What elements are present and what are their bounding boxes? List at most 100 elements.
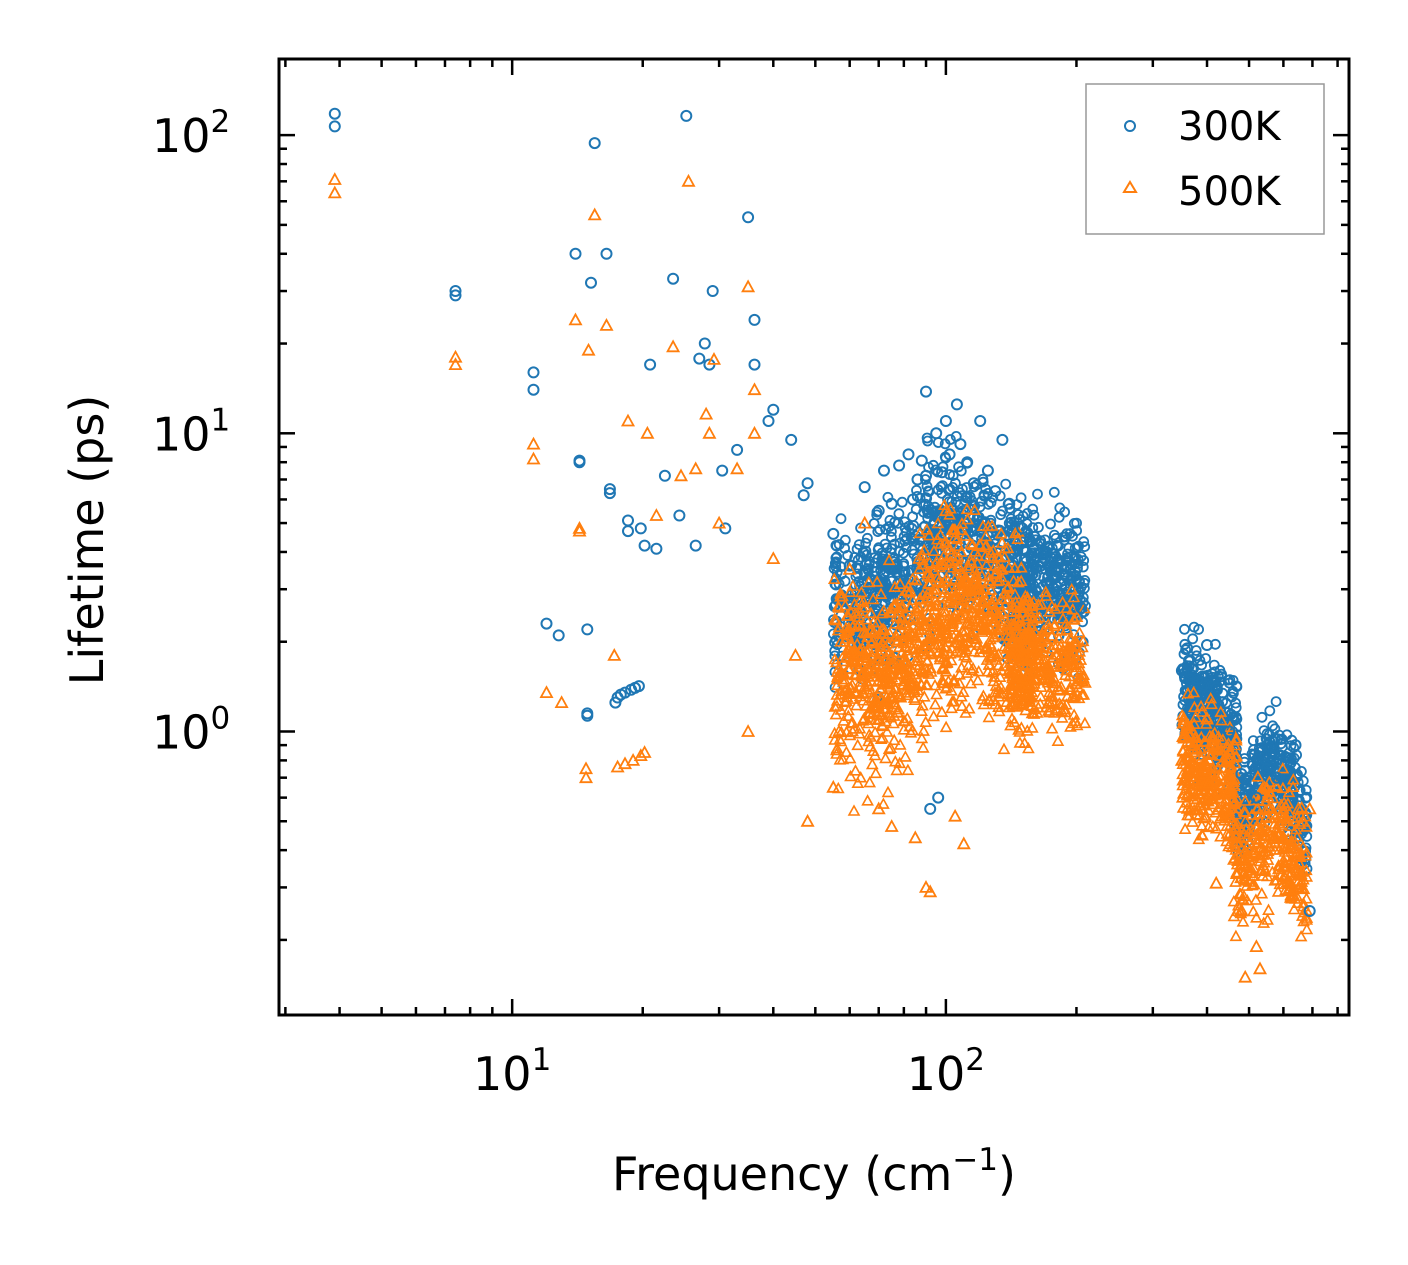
data-point [1002,663,1017,676]
data-point [801,477,814,490]
data-point [920,385,932,398]
x-axis-label-superscript: −1 [952,1142,998,1178]
data-point [1283,754,1296,767]
x-tick-label: 101 [473,1042,551,1101]
axis-tick-labels: 101 102 100 101 102 [152,104,985,1101]
data-point [640,425,655,439]
data-point [920,469,932,482]
data-point [893,459,906,472]
legend-box [1085,83,1325,235]
data-point [603,483,616,496]
data-point [526,451,541,465]
data-point [588,137,601,150]
data-point [884,819,899,832]
data-point [1015,648,1030,661]
data-point [572,521,587,534]
axis-ticks [279,59,1349,1015]
data-point [1249,939,1264,952]
series-500K [327,172,1317,983]
data-point [924,802,937,815]
data-point [748,313,761,326]
data-point [633,748,648,761]
data-point [766,551,781,564]
data-point [681,173,696,187]
data-point [581,342,596,356]
data-point [871,801,886,815]
data-point [1303,905,1316,917]
data-point [569,247,582,260]
data-point [328,107,341,120]
data-point [967,477,980,490]
data-point [1222,827,1237,841]
data-point [619,686,631,699]
data-point [762,415,775,427]
data-point [666,339,681,353]
data-point [680,109,693,122]
data-point [539,685,554,698]
y-tick-label: 101 [152,402,230,461]
data-point [632,680,645,693]
data-point [1028,530,1041,543]
data-point [622,525,634,538]
data-point [1235,768,1248,780]
legend-marker-300k [1124,120,1136,132]
data-point [667,272,680,285]
data-point [1201,639,1213,651]
data-point [948,808,963,822]
data-point [1271,771,1283,784]
data-point [585,276,597,289]
data-point [581,623,594,636]
data-point [1059,622,1074,635]
cloud-300k-shoulder [1004,486,1091,684]
data-point [748,358,761,371]
x-axis-label-suffix: ) [998,1147,1016,1201]
data-point [1223,725,1236,738]
data-point [1045,552,1058,565]
data-point [637,745,652,758]
data-point [1003,497,1016,510]
data-point [950,398,963,411]
data-point [989,485,1002,498]
data-point [1044,641,1059,654]
series-300K [328,107,1316,917]
data-point [581,709,594,722]
data-point [843,559,856,572]
data-point [573,456,586,469]
data-point [693,352,706,365]
data-point [1199,711,1215,725]
data-point [689,539,702,552]
data-point [650,542,663,555]
data-point [1060,559,1073,572]
data-point [649,508,664,521]
data-point [788,648,803,661]
data-point [1276,860,1291,873]
data-point [568,312,583,326]
data-point [747,382,762,396]
data-point [600,247,613,260]
data-point [1175,664,1188,677]
data-point [965,605,980,619]
data-point [908,830,923,844]
data-point [1180,717,1195,731]
data-points [327,107,1317,983]
data-point [449,285,462,297]
data-point [607,648,622,661]
data-point [741,279,756,293]
data-point [902,448,915,461]
cloud-500k-main [827,498,1041,816]
data-point [327,172,342,185]
data-point [1074,671,1089,685]
data-point [1250,791,1263,804]
legend: 300K 500K [1085,83,1325,235]
data-point [800,813,815,827]
legend-label-300k: 300K [1178,104,1282,150]
data-point [974,415,987,427]
data-point [1263,827,1278,841]
cloud-500k-shoulder [1003,574,1092,746]
data-point [603,487,616,500]
data-point [826,779,841,793]
data-point [328,120,341,133]
data-point [554,695,569,708]
data-point [973,538,988,551]
data-point [587,207,602,221]
